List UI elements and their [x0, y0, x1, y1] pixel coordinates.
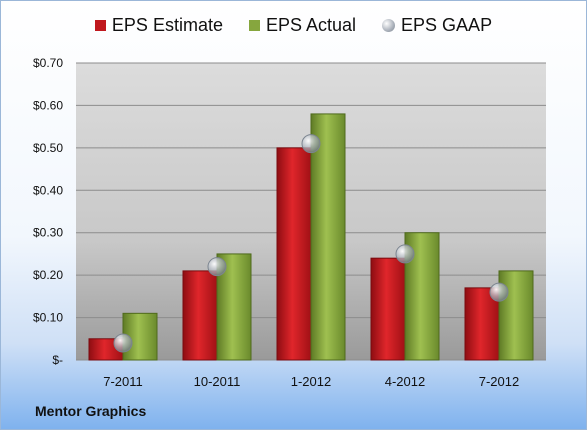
y-axis: $- $0.10 $0.20 $0.30 $0.40 $0.50 $0.60 $0.70	[33, 56, 63, 367]
legend-item-actual: EPS Actual	[248, 15, 357, 36]
x-tick-label: 1-2012	[291, 374, 331, 389]
x-tick-label: 7-2012	[479, 374, 519, 389]
estimate-bar	[464, 287, 500, 361]
gaap-marker	[395, 244, 415, 264]
actual-bar	[310, 113, 346, 361]
legend-swatch-estimate	[94, 20, 106, 31]
legend-swatch-actual	[248, 20, 260, 31]
y-tick-label: $-	[52, 353, 63, 367]
legend-item-gaap: EPS GAAP	[382, 15, 492, 36]
y-tick-label: $0.60	[33, 98, 63, 112]
y-tick-label: $0.20	[33, 268, 63, 282]
x-tick-label: 10-2011	[194, 374, 241, 389]
x-tick-label: 7-2011	[103, 374, 143, 389]
gaap-markers	[113, 134, 509, 353]
legend-swatch-gaap	[382, 19, 396, 32]
y-tick-label: $0.40	[33, 183, 63, 197]
x-axis: 7-2011 10-2011 1-2012 4-2012 7-2012	[103, 374, 519, 389]
estimate-bar	[276, 147, 312, 361]
y-tick-label: $0.50	[33, 141, 63, 155]
y-tick-label: $0.30	[33, 226, 63, 240]
estimate-bar	[182, 270, 218, 361]
estimate-bar	[370, 257, 406, 361]
gaap-marker	[301, 134, 321, 154]
gaap-marker	[207, 257, 227, 277]
y-tick-label: $0.70	[33, 56, 63, 70]
y-tick-label: $0.10	[33, 311, 63, 325]
legend-label-gaap: EPS GAAP	[401, 15, 493, 35]
company-name: Mentor Graphics	[35, 403, 147, 419]
legend-item-estimate: EPS Estimate	[94, 15, 223, 36]
legend-label-actual: EPS Actual	[265, 15, 357, 35]
x-tick-label: 4-2012	[385, 374, 425, 389]
legend: EPS Estimate EPS Actual EPS GAAP	[1, 15, 586, 36]
gaap-marker	[113, 333, 133, 353]
gaap-marker	[489, 282, 509, 302]
legend-label-estimate: EPS Estimate	[111, 15, 223, 35]
